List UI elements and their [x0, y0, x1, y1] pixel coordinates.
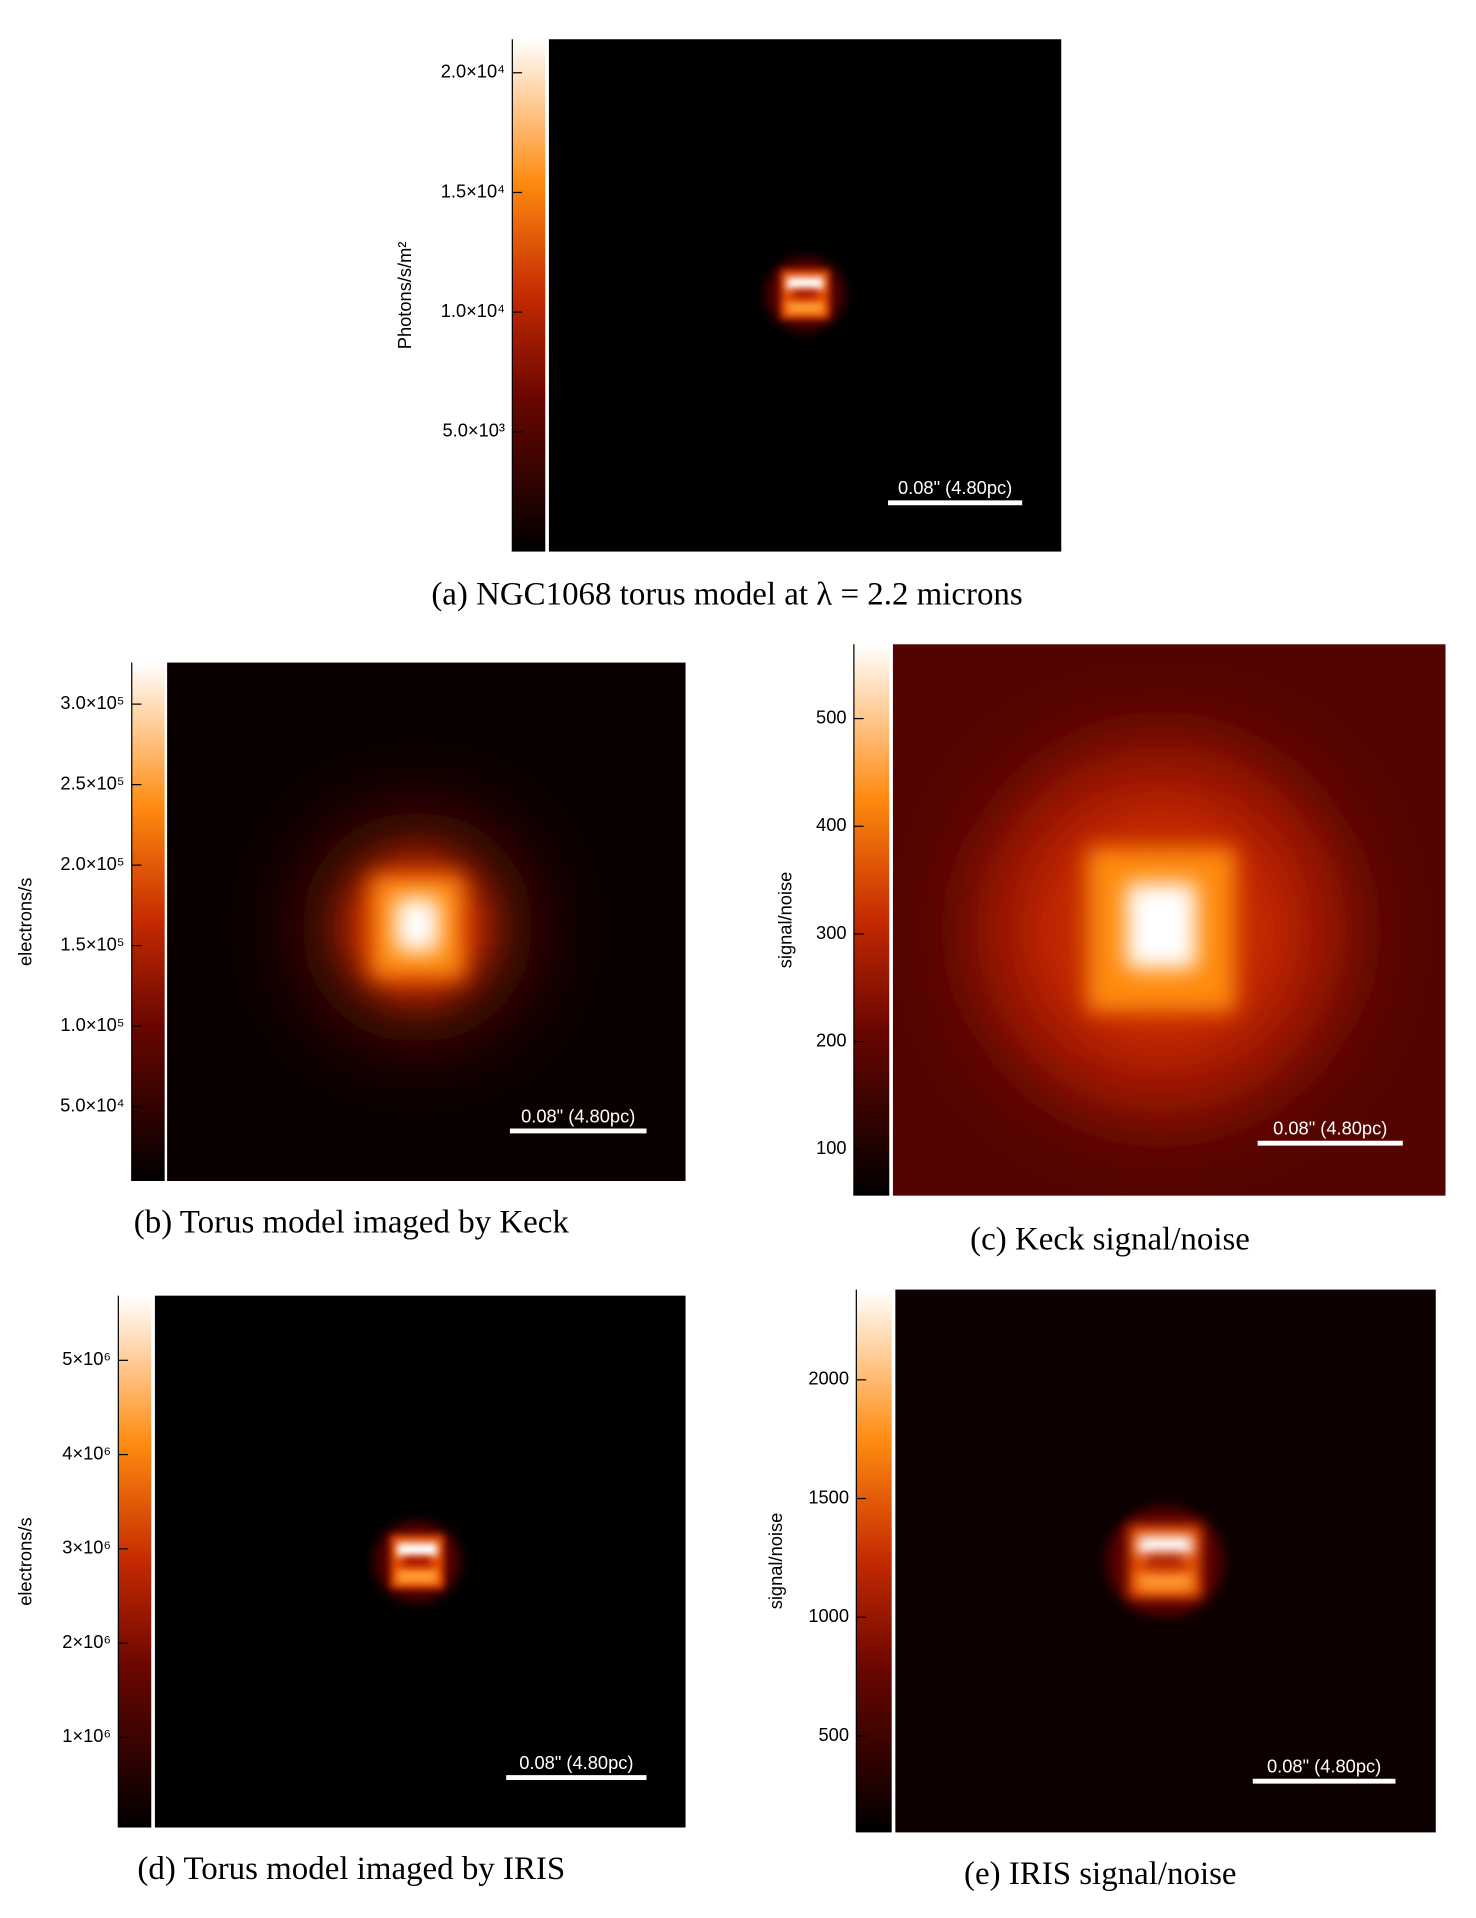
source-bottom [1137, 1572, 1193, 1591]
colorbar-tick-label: 1.0×10⁵ [60, 1014, 124, 1035]
colorbar-tick-label: 3×10⁶ [62, 1537, 111, 1558]
colorbar [512, 39, 546, 552]
colorbar [856, 1289, 892, 1833]
panel: 5.0×10⁴ 1.0×10⁵ 1.5×10⁵ 2.0×10⁵ 2.5×10⁵ 3.0×1… [15, 662, 686, 1240]
colorbar-tick-label: 500 [816, 706, 847, 727]
colorbar [853, 644, 890, 1196]
caption: (c) Keck signal/noise [970, 1222, 1250, 1258]
source-top [786, 277, 824, 290]
panel: 1×10⁶ 2×10⁶ 3×10⁶ 4×10⁶ 5×10⁶ electrons/s 0.08… [15, 1295, 686, 1887]
colorbar-tick-label: 400 [816, 814, 847, 835]
colorbar-tick-label: 2.0×10⁵ [60, 853, 124, 874]
caption: (b) Torus model imaged by Keck [134, 1204, 570, 1240]
source-waist [1146, 1556, 1184, 1568]
colorbar-tick-label: 200 [816, 1029, 847, 1050]
colorbar-tick-label: 1×10⁶ [62, 1725, 111, 1746]
image [975, 744, 1347, 1116]
source-bottom [786, 301, 824, 314]
colorbar-tick-label: 1000 [808, 1605, 849, 1626]
caption: (a) NGC1068 torus model at λ = 2.2 micro… [431, 576, 1022, 612]
colorbar-tick-label: 2.5×10⁵ [60, 772, 124, 793]
colorbar-label: electrons/s [15, 1517, 36, 1605]
colorbar [118, 1295, 152, 1828]
source-bottom [397, 1569, 438, 1584]
colorbar-tick-label: 2000 [808, 1368, 849, 1389]
colorbar-label: signal/noise [775, 872, 796, 969]
colorbar-tick-label: 4×10⁶ [62, 1442, 111, 1463]
colorbar-tick-label: 2.0×10⁴ [441, 61, 505, 82]
colorbar-tick-label: 500 [818, 1724, 849, 1745]
scale-bar-label: 0.08" (4.80pc) [521, 1105, 635, 1126]
colorbar-tick-label: 1.5×10⁵ [60, 933, 124, 954]
scale-bar-label: 0.08" (4.80pc) [898, 477, 1012, 498]
colorbar-label: signal/noise [765, 1513, 786, 1610]
source-core [1126, 882, 1197, 969]
colorbar-label: electrons/s [15, 878, 36, 966]
caption: (e) IRIS signal/noise [964, 1856, 1236, 1892]
panel: 500 1000 1500 2000 signal/noise 0.08" (4.80pc… [765, 1289, 1436, 1892]
colorbar [131, 662, 165, 1182]
colorbar-tick-label: 5×10⁶ [62, 1348, 111, 1369]
source-core [395, 898, 440, 952]
colorbar-tick-label: 100 [816, 1137, 847, 1158]
image [301, 811, 534, 1044]
source-top [397, 1542, 438, 1557]
colorbar-tick-label: 1.5×10⁴ [441, 180, 505, 201]
colorbar-tick-label: 1500 [808, 1486, 849, 1507]
colorbar-tick-label: 1.0×10⁴ [441, 300, 505, 321]
source-waist [403, 1557, 431, 1566]
panel: 100 200 300 400 500 signal/noise 0.08" (4.80pc… [775, 644, 1446, 1258]
caption: (d) Torus model imaged by IRIS [137, 1851, 565, 1887]
colorbar-tick-label: 5.0×10³ [442, 420, 505, 441]
colorbar-tick-label: 3.0×10⁵ [60, 692, 124, 713]
scale-bar-label: 0.08" (4.80pc) [1273, 1118, 1387, 1139]
colorbar-tick-label: 300 [816, 922, 847, 943]
image [1106, 1506, 1224, 1617]
image [374, 1521, 461, 1602]
source-top [1137, 1535, 1193, 1555]
colorbar-tick-label: 2×10⁶ [62, 1631, 111, 1652]
panel: 5.0×10³ 1.0×10⁴ 1.5×10⁴ 2.0×10⁴ Photons/s/m²… [394, 39, 1062, 612]
scale-bar-label: 0.08" (4.80pc) [1267, 1756, 1381, 1777]
colorbar-label: Photons/s/m² [394, 242, 415, 350]
image [766, 257, 845, 331]
scale-bar-label: 0.08" (4.80pc) [519, 1752, 633, 1773]
source-waist [792, 290, 818, 298]
colorbar-tick-label: 5.0×10⁴ [60, 1094, 124, 1115]
